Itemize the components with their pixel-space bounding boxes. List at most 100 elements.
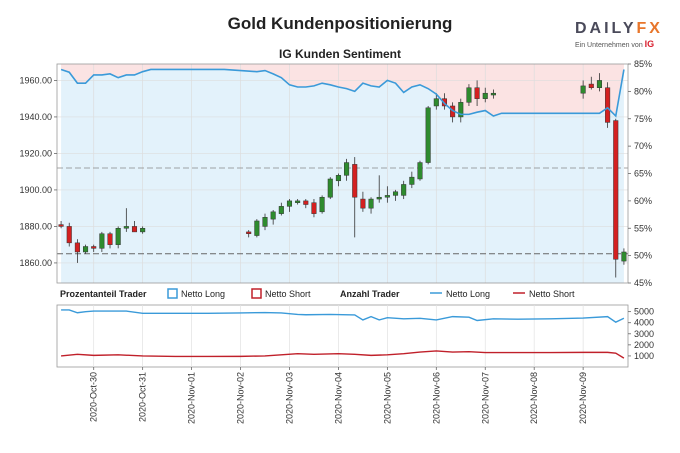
candle-body <box>360 198 366 209</box>
pct-tick-label: 85% <box>634 59 652 69</box>
pct-long-area <box>61 69 624 283</box>
candle <box>295 199 301 205</box>
pct-tick-label: 75% <box>634 114 652 124</box>
legend-count-long: Netto Long <box>446 289 490 299</box>
candle-body <box>58 224 64 227</box>
candle <box>58 220 64 229</box>
candle-body <box>352 164 358 198</box>
logo-ig: IG <box>644 39 655 49</box>
candle <box>123 208 129 232</box>
candle <box>91 244 97 252</box>
chart-legend: Prozentanteil Trader Netto Long Netto Sh… <box>60 288 575 299</box>
x-tick-label: 2020-Nov-02 <box>236 372 246 424</box>
logo-wordmark: DAILYFX <box>575 20 675 38</box>
candle <box>278 202 284 216</box>
candle-body <box>107 233 113 245</box>
candle-body <box>246 231 252 234</box>
chart-title: Gold Kundenpositionierung <box>227 14 453 33</box>
count-tick-label: 2000 <box>634 340 654 350</box>
candle-body <box>392 191 399 196</box>
x-tick-label: 2020-Nov-06 <box>431 372 441 424</box>
candle <box>303 199 309 209</box>
x-tick-label: 2020-Nov-07 <box>480 372 490 424</box>
candle-body <box>580 85 586 94</box>
candle-body <box>319 196 325 213</box>
candle <box>99 231 105 252</box>
x-tick-label: 2020-Oct-31 <box>138 372 148 422</box>
legend-pct-label: Prozentanteil Trader <box>60 289 147 299</box>
legend-pct-short-swatch <box>251 288 262 299</box>
candle-body <box>91 246 97 249</box>
candle <box>392 189 399 201</box>
candle-body <box>409 176 415 185</box>
count-long-line <box>61 309 625 323</box>
price-tick-label: 1920.00 <box>19 148 52 158</box>
x-tick-label: 2020-Oct-30 <box>89 372 99 422</box>
x-axis: 2020-Oct-30 2020-Oct-31 2020-Nov-01 2020-No… <box>89 367 588 424</box>
candle <box>311 199 317 218</box>
candle-body <box>311 202 317 214</box>
pct-tick-label: 45% <box>634 278 652 288</box>
price-panel: 1860.00 1880.00 1900.00 1920.00 1940.00 1960.… <box>19 59 652 288</box>
logo-tagline-text: Ein Unternehmen von <box>575 42 643 49</box>
candle-body <box>417 162 423 180</box>
candle-body <box>490 92 496 96</box>
candle <box>588 76 594 90</box>
candle-body <box>66 226 72 244</box>
candle-body <box>74 242 80 253</box>
candle <box>401 180 407 200</box>
legend-pct-short: Netto Short <box>265 289 311 299</box>
candle <box>83 244 89 254</box>
candle <box>270 210 276 225</box>
candle <box>131 220 138 233</box>
candle <box>352 157 358 238</box>
candle-body <box>433 98 439 107</box>
candle-body <box>596 80 602 88</box>
candle-body <box>613 120 619 260</box>
candle <box>458 98 464 123</box>
candle-body <box>384 195 390 198</box>
logo-tagline: Ein Unternehmen von IG <box>575 39 675 49</box>
candle-body <box>482 92 488 99</box>
price-tick-label: 1880.00 <box>19 221 52 231</box>
candle-body <box>466 87 472 103</box>
candle <box>327 177 333 200</box>
candle <box>425 105 431 165</box>
candle <box>286 199 293 212</box>
price-tick-label: 1940.00 <box>19 112 52 122</box>
candle <box>66 222 72 247</box>
logo-brand-b: FX <box>636 20 663 37</box>
candle-body <box>286 200 293 207</box>
candle-body <box>270 211 276 220</box>
count-tick-label: 4000 <box>634 318 654 328</box>
legend-pct-long-swatch <box>167 288 178 299</box>
candle-body <box>278 206 284 214</box>
candle <box>376 175 382 203</box>
pct-tick-label: 50% <box>634 251 652 261</box>
count-tick-label: 5000 <box>634 307 654 317</box>
candle-body <box>115 228 121 245</box>
candle-body <box>140 228 146 233</box>
candle <box>74 239 80 263</box>
candle-body <box>123 226 129 229</box>
price-tick-label: 1900.00 <box>19 185 52 195</box>
candle-body <box>131 226 138 233</box>
candle-body <box>295 200 301 203</box>
pct-short-area <box>61 64 624 117</box>
candle <box>433 93 439 110</box>
candle <box>621 248 627 265</box>
candle <box>409 171 415 189</box>
candle-body <box>474 87 480 99</box>
candle <box>474 80 480 106</box>
legend-pct-long: Netto Long <box>181 289 225 299</box>
candle <box>254 219 260 238</box>
legend-count-short: Netto Short <box>529 289 575 299</box>
candle-body <box>344 162 350 176</box>
candle-body <box>254 220 260 236</box>
candle-body <box>335 175 341 182</box>
pct-long-line <box>60 68 625 118</box>
legend-count-label: Anzahl Trader <box>340 289 400 299</box>
candle-body <box>621 251 627 262</box>
candle <box>482 87 488 103</box>
